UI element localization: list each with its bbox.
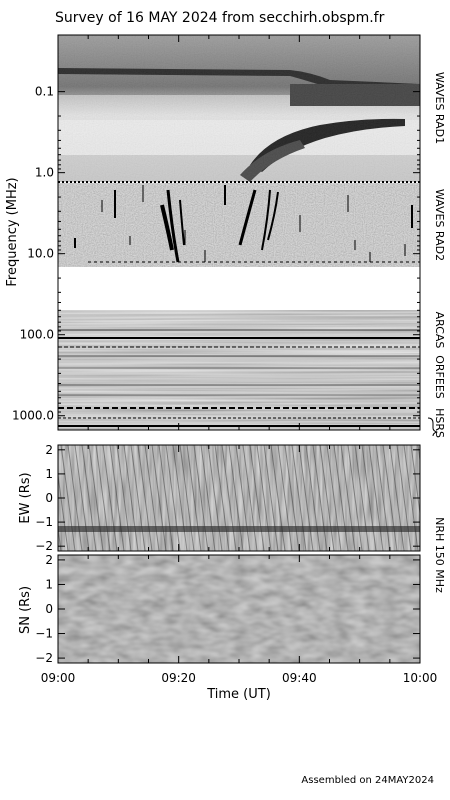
nrh-tick-label: 0 (45, 491, 53, 505)
time-tick-label: 09:20 (161, 671, 196, 685)
ew-streak (312, 445, 328, 551)
ew-streak (214, 445, 230, 551)
instrument-label-arcas: ARCAS (433, 312, 446, 349)
frequency-gap (58, 267, 420, 310)
ew-streak (102, 445, 118, 551)
ew-streak (368, 445, 384, 551)
ew-streak (207, 445, 223, 551)
nrh-sn-panel (57, 554, 421, 664)
rad2-bursts (74, 185, 420, 263)
instrument-label-rad2: WAVES RAD2 (433, 189, 446, 261)
nrh-tick-label: 1 (45, 577, 53, 591)
ew-streak (375, 445, 391, 551)
ew-streak (242, 445, 258, 551)
y-axis-label-ew: EW (Rs) (18, 472, 33, 523)
ew-streak (291, 445, 307, 551)
ew-streak (396, 445, 412, 551)
instrument-label-rad1: WAVES RAD1 (433, 72, 446, 144)
ew-streak (284, 445, 300, 551)
freq-tick-label: 10.0 (27, 247, 54, 261)
ew-streak (277, 445, 293, 551)
ew-streak (319, 445, 335, 551)
instrument-label-hsrs: HSRS (433, 408, 446, 438)
ew-streak (235, 445, 251, 551)
freq-tick-label: 1000.0 (12, 409, 54, 423)
ew-streak (123, 445, 139, 551)
ew-streak (116, 445, 132, 551)
ew-streak (58, 524, 62, 551)
ew-streak (221, 445, 237, 551)
y-axis-label-frequency: Frequency (MHz) (5, 177, 20, 286)
ew-streak (151, 445, 167, 551)
ew-streak (305, 445, 321, 551)
ew-streak (228, 445, 244, 551)
y-axis-label-sn: SN (Rs) (18, 586, 33, 634)
ew-streak (200, 445, 216, 551)
time-tick-label: 10:00 (403, 671, 438, 685)
x-axis: 09:00 09:20 09:40 10:00 (41, 35, 438, 685)
hsrs-bracket (427, 417, 438, 437)
ew-streak (333, 445, 349, 551)
ew-streak (74, 445, 90, 551)
ew-streak (382, 445, 398, 551)
ew-streak (340, 445, 356, 551)
ew-streak (186, 445, 202, 551)
nrh-tick-label: 1 (45, 467, 53, 481)
spectrum-panel (57, 34, 421, 431)
ew-streak (179, 445, 195, 551)
ew-streak (88, 445, 104, 551)
ew-streak (193, 445, 209, 551)
ew-streak (347, 445, 363, 551)
time-tick-label: 09:00 (41, 671, 76, 685)
ew-streak (361, 445, 377, 551)
ew-streak (256, 445, 272, 551)
instrument-label-orfees: ORFEES (433, 355, 446, 399)
nrh-tick-label: −2 (35, 539, 53, 553)
freq-tick-label: 100.0 (20, 328, 54, 342)
ew-streak (95, 445, 111, 551)
nrh-tick-label: −2 (35, 651, 53, 665)
x-axis-label: Time (UT) (206, 687, 271, 702)
ew-streak (389, 445, 405, 551)
freq-tick-label: 1.0 (35, 166, 54, 180)
footer-text: Assembled on 24MAY2024 (301, 775, 434, 786)
ew-streak (60, 445, 76, 551)
ew-streak (298, 445, 314, 551)
ew-streak (144, 445, 160, 551)
freq-tick-label: 0.1 (35, 85, 54, 99)
instrument-label-nrh: NRH 150 MHz (433, 517, 446, 593)
ew-streak (403, 445, 419, 551)
nrh-tick-label: 2 (45, 443, 53, 457)
ew-streak (67, 445, 83, 551)
ew-streak (81, 445, 97, 551)
ew-streak (172, 445, 188, 551)
nrh-tick-label: 0 (45, 602, 53, 616)
time-tick-label: 09:40 (282, 671, 317, 685)
ew-streak (270, 445, 286, 551)
nrh-ew-panel (57, 444, 421, 552)
ew-streak (130, 445, 146, 551)
nrh-tick-label: −1 (35, 627, 53, 641)
ew-streak (249, 445, 265, 551)
ew-streak (137, 445, 153, 551)
chart-title: Survey of 16 MAY 2024 from secchirh.obsp… (55, 10, 385, 26)
ew-streak (165, 445, 181, 551)
rad1-features (58, 35, 420, 182)
ew-streak (263, 445, 279, 551)
nrh-tick-label: −1 (35, 515, 53, 529)
ew-streak (326, 445, 342, 551)
ew-streak (109, 445, 125, 551)
ew-streak (158, 445, 174, 551)
nrh-tick-label: 2 (45, 553, 53, 567)
ew-streak (354, 445, 370, 551)
